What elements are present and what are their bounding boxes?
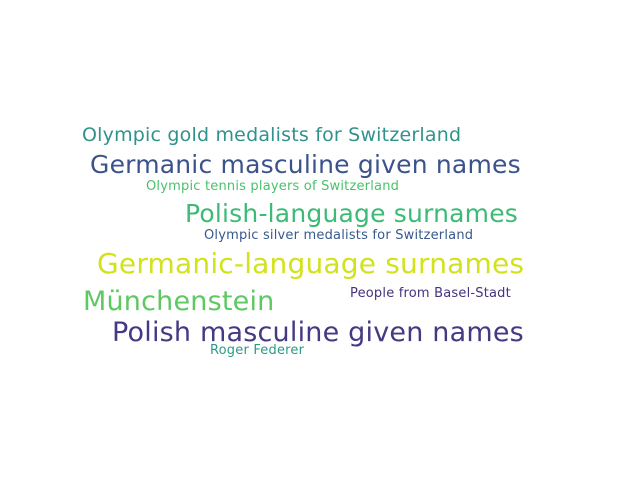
word: Olympic silver medalists for Switzerland: [204, 228, 474, 243]
word: Olympic tennis players of Switzerland: [146, 179, 400, 194]
word: People from Basel-Stadt: [350, 286, 511, 301]
word: Roger Federer: [210, 343, 305, 358]
word: Germanic masculine given names: [90, 150, 521, 179]
word: Olympic gold medalists for Switzerland: [82, 124, 462, 146]
word: Polish masculine given names: [112, 317, 524, 348]
word: Münchenstein: [83, 286, 275, 317]
word: Polish-language surnames: [185, 199, 519, 228]
word: Germanic-language surnames: [97, 247, 525, 280]
